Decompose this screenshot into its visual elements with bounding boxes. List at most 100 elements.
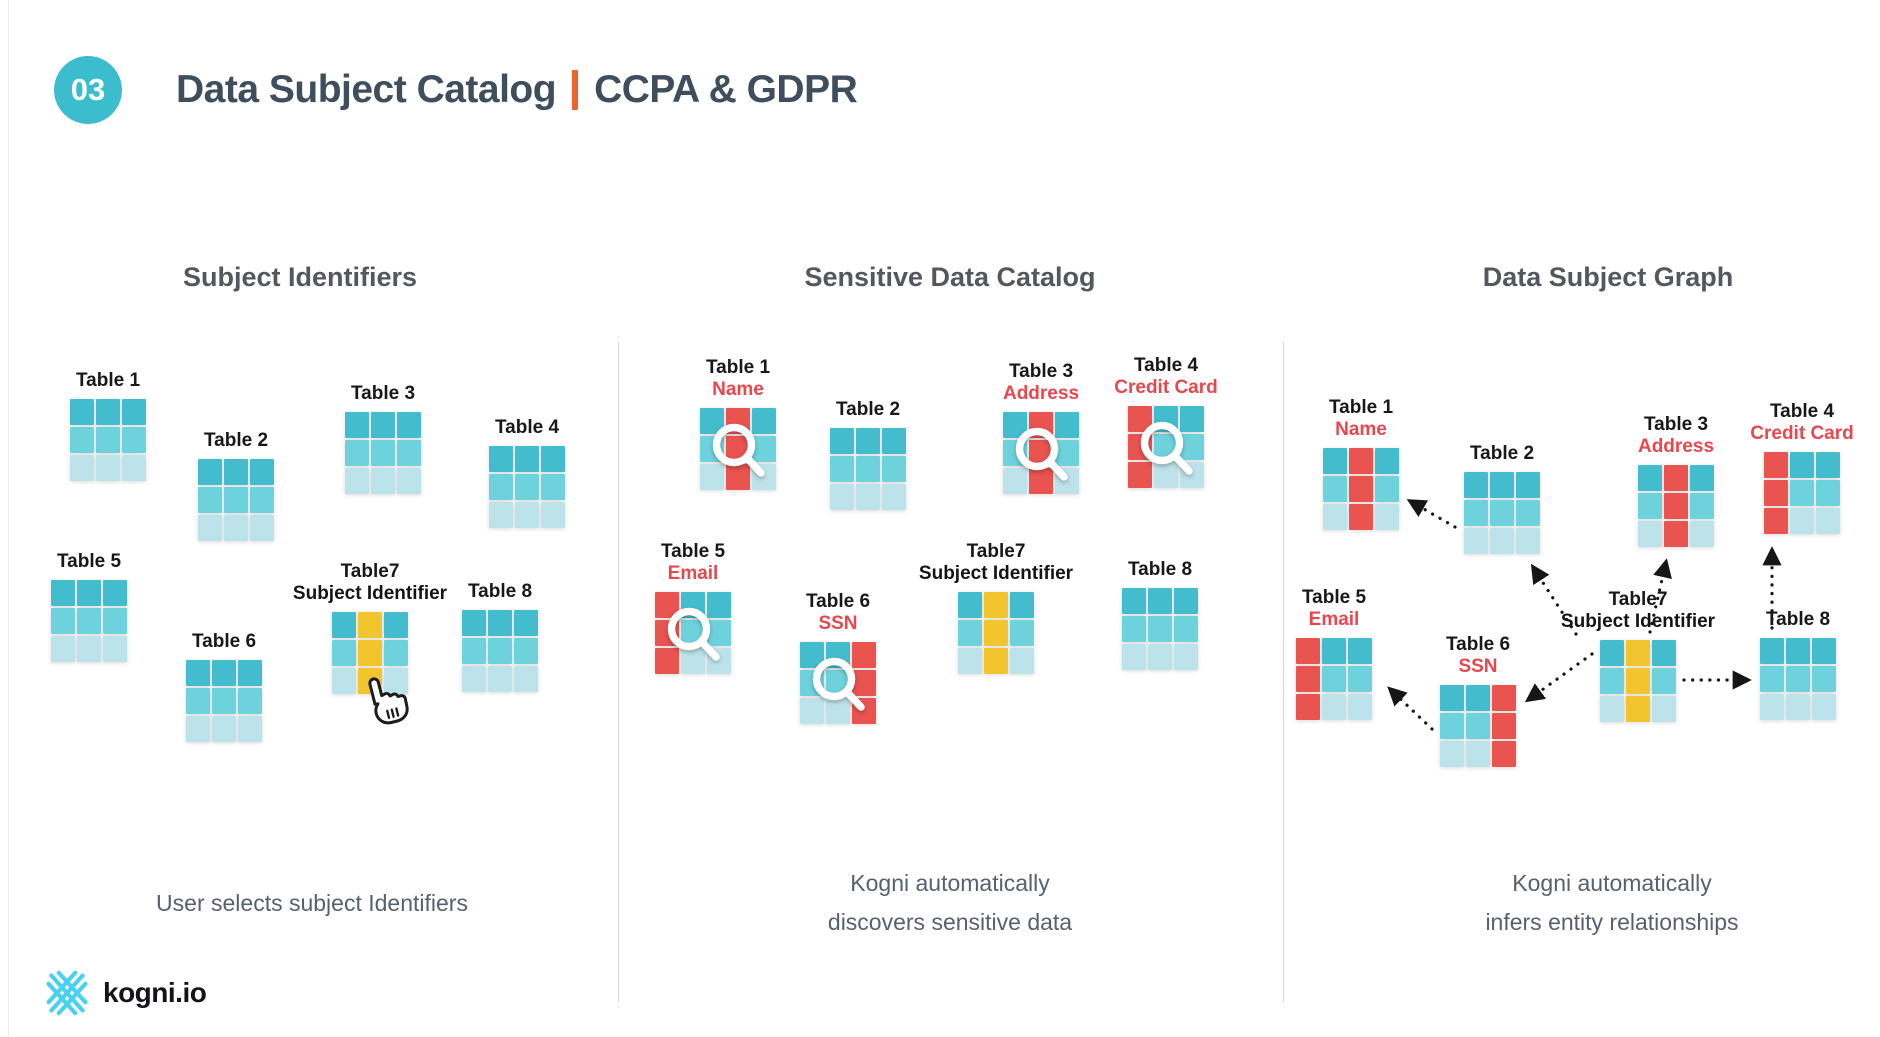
sensitive-field-tag: SSN [818,613,858,634]
table-figure: Table 3 [345,383,421,494]
table-cell [1322,666,1346,692]
table-cell [77,636,101,662]
panel-divider-left [618,342,619,1002]
table-cell [1652,668,1676,694]
table-cell [1349,448,1373,474]
table-cell [1174,588,1198,614]
subject-identifier-tag: Subject Identifier [918,563,1074,584]
table-labels: Table 1 Name [618,357,858,408]
table-cell [122,455,146,481]
table-cell [1323,476,1347,502]
table-cell [345,468,369,494]
table-name-label: Table 8 [467,581,533,602]
table-cell [1664,465,1688,491]
table-cell [332,612,356,638]
table-cell [1652,696,1676,722]
table-cell [1466,713,1490,739]
table-cell [122,399,146,425]
table-labels: Table 5 Email [573,541,813,592]
table-grid [489,446,565,528]
table-cell [752,436,776,462]
table-figure: Table 3 Address [1003,361,1079,494]
table-figure[interactable]: Table7 Subject Identifier [293,561,447,725]
table-cell [1516,472,1540,498]
table-cell [70,455,94,481]
table-cell [224,487,248,513]
table-cell [1464,528,1488,554]
table-cell [1466,685,1490,711]
table-cell [1055,412,1079,438]
table-cell [1690,493,1714,519]
table-cell [852,642,876,668]
table-cell [345,412,369,438]
table-cell [371,412,395,438]
table-cell [1490,472,1514,498]
table-cell [984,592,1008,618]
step-number: 03 [70,72,106,107]
panel-caption-3: Kogni automatically infers entity relati… [1485,864,1738,942]
table-labels: Table7 Subject Identifier [876,541,1116,592]
table-cell [1154,434,1178,460]
table-cell [1516,528,1540,554]
table-cell [1010,620,1034,646]
page-header: Data Subject Catalog CCPA & GDPR [176,56,858,124]
table-cell [103,608,127,634]
table-cell [700,408,724,434]
table-cell [800,698,824,724]
table-cell [1349,504,1373,530]
table-figure: Table 4 Credit Card [1114,355,1218,488]
table-cell [852,698,876,724]
table-cell [103,636,127,662]
sensitive-field-tag: Address [1002,383,1080,404]
table-cell [462,610,486,636]
table-cell [224,515,248,541]
table-cell [238,660,262,686]
table-labels: Table 1 Name [1241,397,1481,448]
kogni-logo-icon [46,970,88,1016]
table-cell [1296,666,1320,692]
table-labels: Table 5 [0,551,209,580]
table-cell [1180,462,1204,488]
table-cell [371,468,395,494]
table-labels: Table 8 [1678,609,1880,638]
table-grid [198,459,274,541]
table-cell [1812,666,1836,692]
table-name-label: Table 3 [350,383,416,404]
table-grid [1323,448,1399,530]
arrow-table6-table5 [1387,686,1434,731]
table-cell [515,502,539,528]
table-grid [1764,452,1840,534]
table-cell [1154,406,1178,432]
table-cell [1490,500,1514,526]
table-cell [1375,448,1399,474]
table-name-label: Table 5 [1301,587,1367,608]
table-cell [958,648,982,674]
table-cell [489,474,513,500]
table-name-label: Table7 [1608,589,1668,610]
arrow-table2-table1 [1406,499,1457,529]
table-labels: Table 2 [748,399,988,428]
table-cell [212,660,236,686]
table-name-label: Table 6 [1445,634,1511,655]
table-cell [1638,465,1662,491]
table-cell [1348,694,1372,720]
table-cell [1180,406,1204,432]
title-separator-bar [572,70,579,110]
table-cell [655,592,679,618]
table-cell [1128,462,1152,488]
table-cell [1348,638,1372,664]
table-cell [700,436,724,462]
sensitive-field-tag: Credit Card [1114,377,1218,398]
table-cell [1600,696,1624,722]
table-name-label: Table 4 [1769,401,1835,422]
table-cell [488,666,512,692]
table-figure: Table 6 SSN [1440,634,1516,767]
table-cell [1760,694,1784,720]
table-grid [186,660,262,742]
table-cell [515,474,539,500]
table-cell [1638,493,1662,519]
table-name-label: Table 5 [660,541,726,562]
table-cell [1652,640,1676,666]
caption-line: discovers sensitive data [827,909,1073,935]
table-figure: Table7 Subject Identifier [1561,589,1715,722]
